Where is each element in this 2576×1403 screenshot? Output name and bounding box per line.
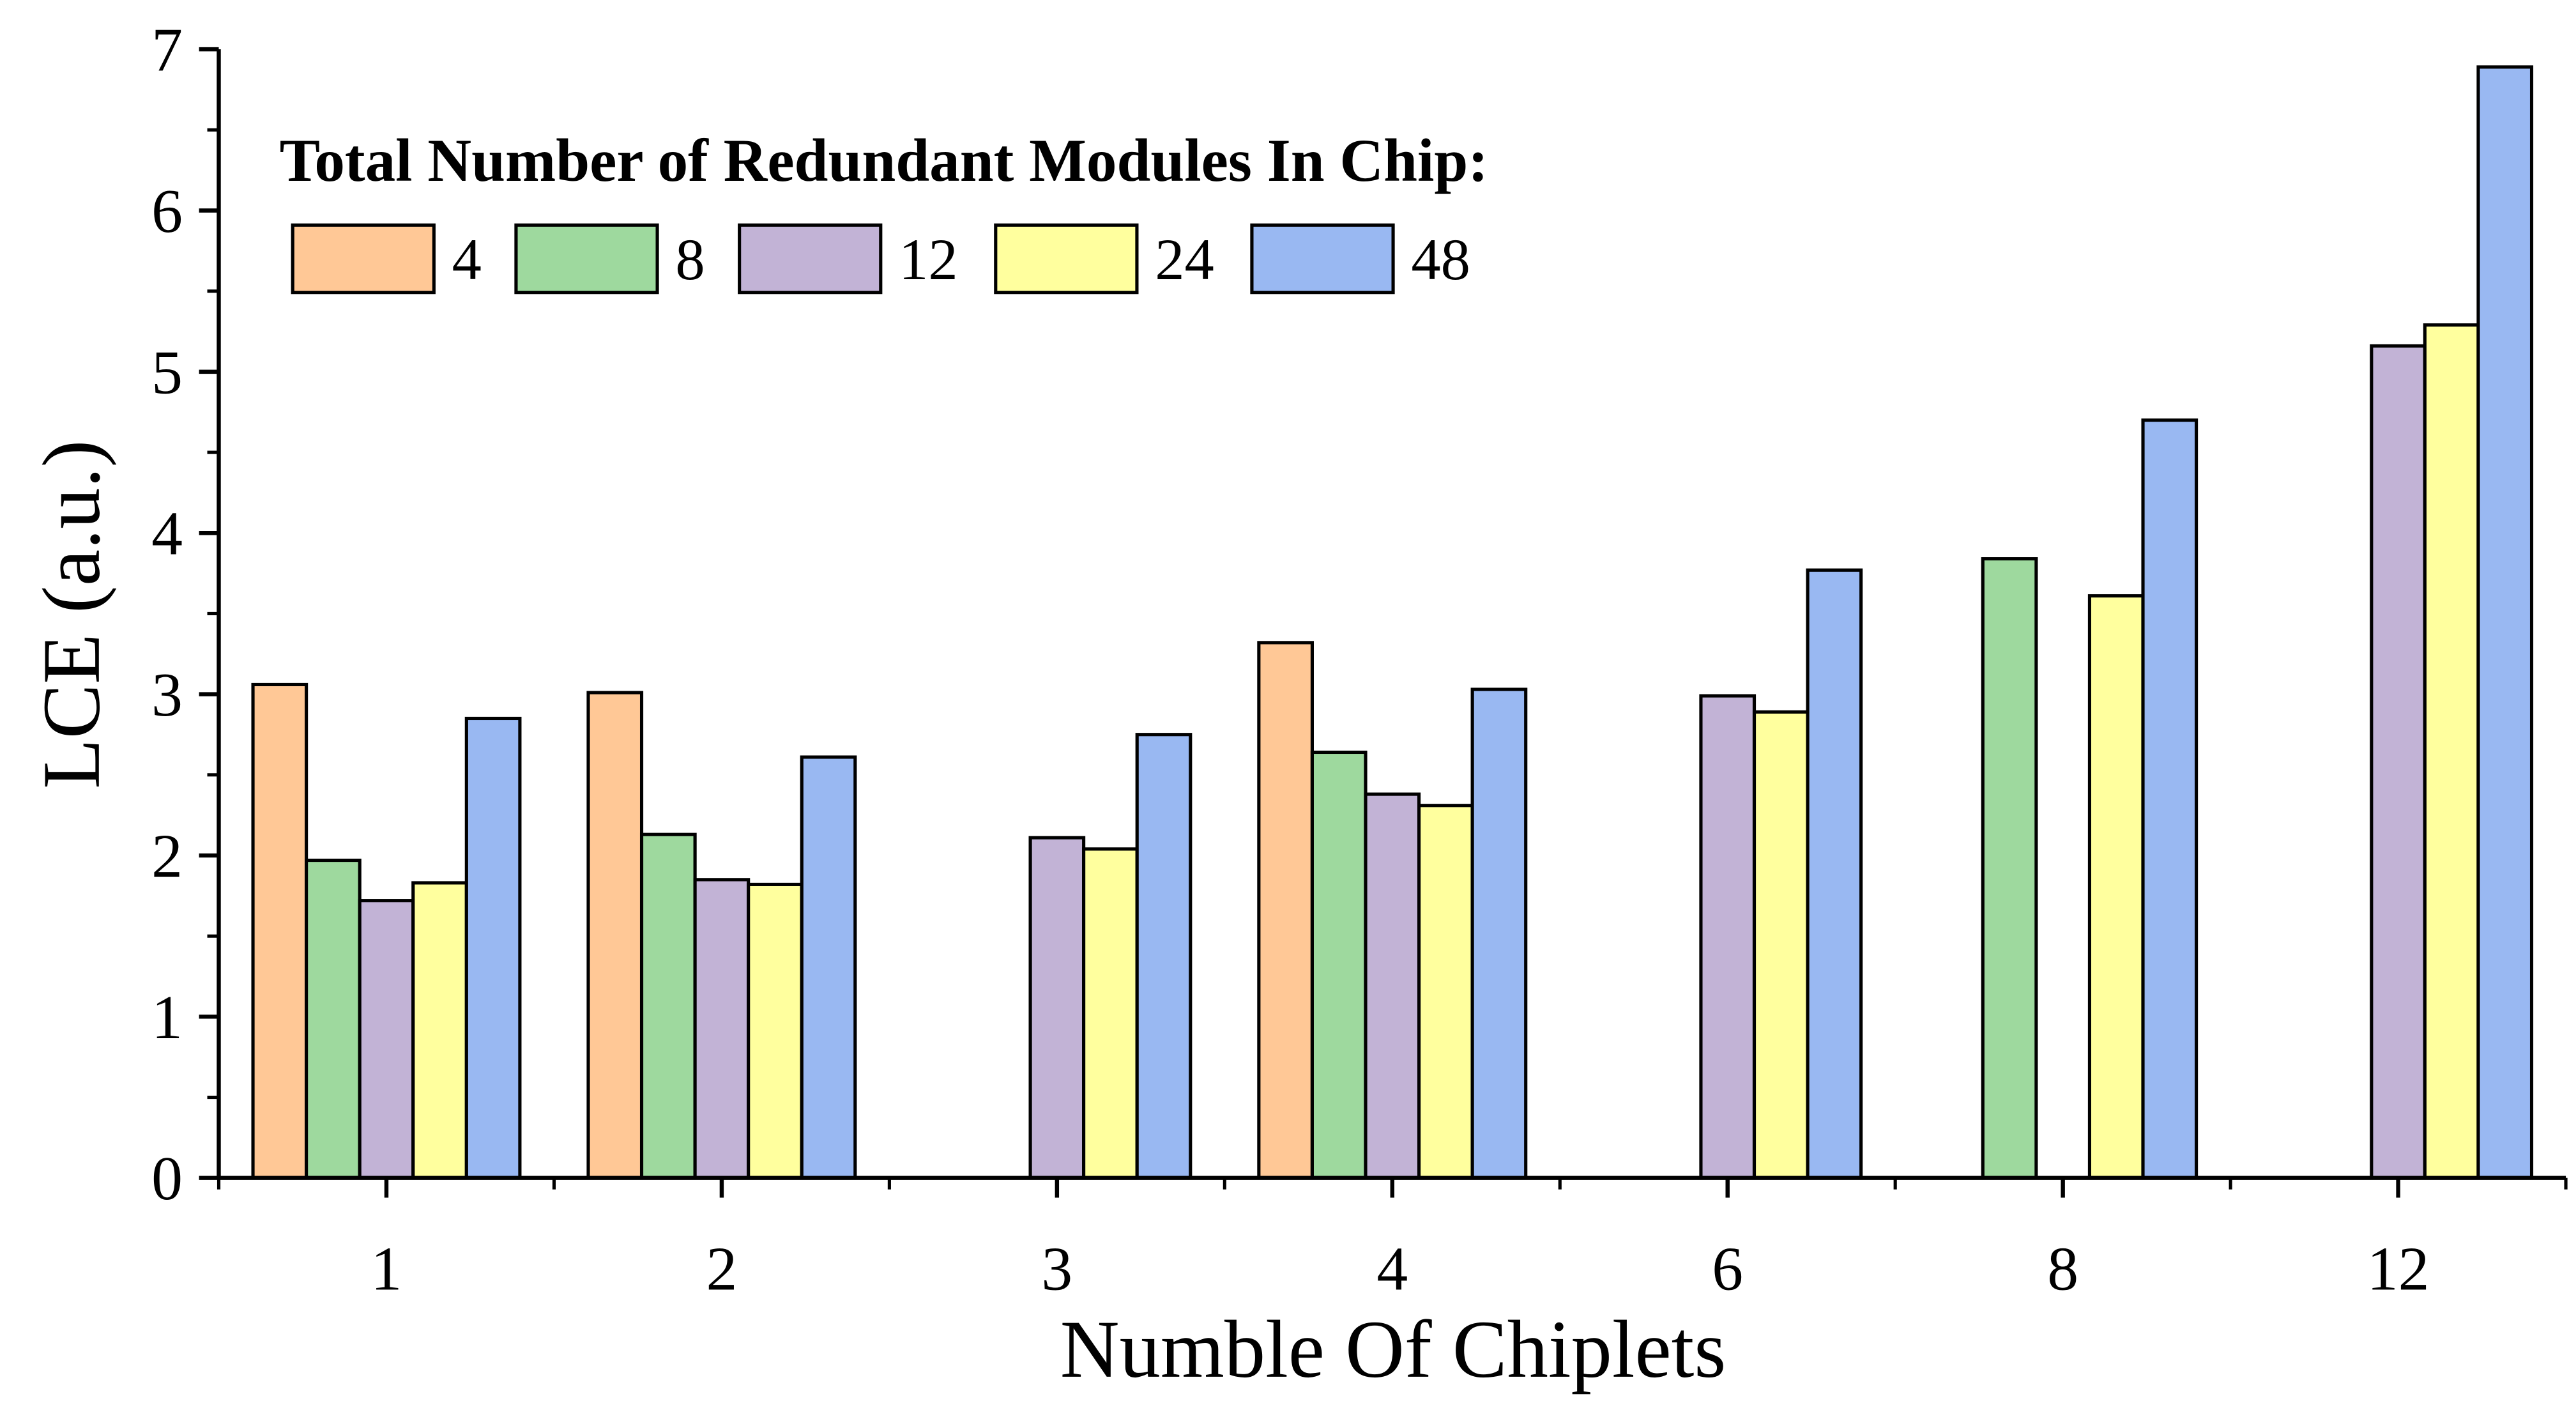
x-tick-label: 6 xyxy=(1712,1235,1743,1304)
bar-12-at-2 xyxy=(693,878,751,1180)
legend-label-48: 48 xyxy=(1411,227,1470,293)
bar-12-at-1 xyxy=(358,899,415,1180)
x-tick-label: 8 xyxy=(2047,1235,2078,1304)
x-tick-label: 2 xyxy=(706,1235,737,1304)
bar-24-at-4 xyxy=(1417,804,1474,1180)
legend-swatch-8 xyxy=(514,223,659,295)
legend-label-24: 24 xyxy=(1155,227,1214,293)
legend-swatch-24 xyxy=(994,223,1139,295)
x-tick-label: 3 xyxy=(1041,1235,1072,1304)
bar-12-at-4 xyxy=(1364,792,1421,1180)
y-tick-label: 6 xyxy=(151,177,183,246)
legend-title: Total Number of Redundant Modules In Chi… xyxy=(280,126,1488,194)
legend-label-4: 4 xyxy=(452,227,482,293)
bar-12-at-3 xyxy=(1028,836,1086,1180)
legend-label-8: 8 xyxy=(675,227,705,293)
bars-layer xyxy=(251,65,2534,1180)
x-tick-label: 12 xyxy=(2367,1235,2430,1304)
legend-swatch-12 xyxy=(738,223,883,295)
bar-8-at-1 xyxy=(305,858,362,1180)
bar-48-at-12 xyxy=(2476,65,2534,1180)
bar-8-at-2 xyxy=(639,832,697,1180)
y-tick-label: 2 xyxy=(151,822,183,891)
legend-swatch-4 xyxy=(291,223,436,295)
x-tick-label: 1 xyxy=(371,1235,402,1304)
legend: 4 8 12 24 48 xyxy=(291,223,1470,295)
y-tick-label: 5 xyxy=(151,338,183,407)
bar-24-at-3 xyxy=(1082,847,1139,1180)
bar-24-at-1 xyxy=(411,881,468,1180)
bar-4-at-4 xyxy=(1257,641,1314,1180)
bar-4-at-1 xyxy=(251,682,309,1180)
bar-48-at-2 xyxy=(800,755,857,1180)
bar-48-at-6 xyxy=(1806,568,1863,1180)
bar-12-at-6 xyxy=(1699,694,1757,1180)
bar-24-at-6 xyxy=(1752,710,1810,1180)
bar-24-at-2 xyxy=(747,882,804,1180)
legend-label-12: 12 xyxy=(899,227,958,293)
bar-48-at-3 xyxy=(1135,733,1193,1180)
x-axis-label: Numble Of Chiplets xyxy=(1060,1303,1726,1395)
bar-24-at-8 xyxy=(2087,594,2145,1180)
bar-24-at-12 xyxy=(2423,323,2480,1180)
y-axis-label: LCE (a.u.) xyxy=(26,440,117,789)
legend-swatch-48 xyxy=(1250,223,1395,295)
bar-48-at-1 xyxy=(464,716,522,1180)
bar-48-at-8 xyxy=(2141,418,2199,1180)
bar-48-at-4 xyxy=(1470,687,1528,1180)
bar-4-at-2 xyxy=(586,691,644,1180)
y-tick-label: 3 xyxy=(151,661,183,730)
bar-8-at-4 xyxy=(1310,750,1368,1180)
bar-8-at-8 xyxy=(1981,557,2038,1180)
bar-12-at-12 xyxy=(2370,344,2427,1180)
y-tick-label: 0 xyxy=(151,1144,183,1213)
y-tick-label: 4 xyxy=(151,500,183,569)
y-tick-label: 1 xyxy=(151,983,183,1052)
y-tick-label: 7 xyxy=(151,16,183,85)
x-tick-label: 4 xyxy=(1376,1235,1408,1304)
